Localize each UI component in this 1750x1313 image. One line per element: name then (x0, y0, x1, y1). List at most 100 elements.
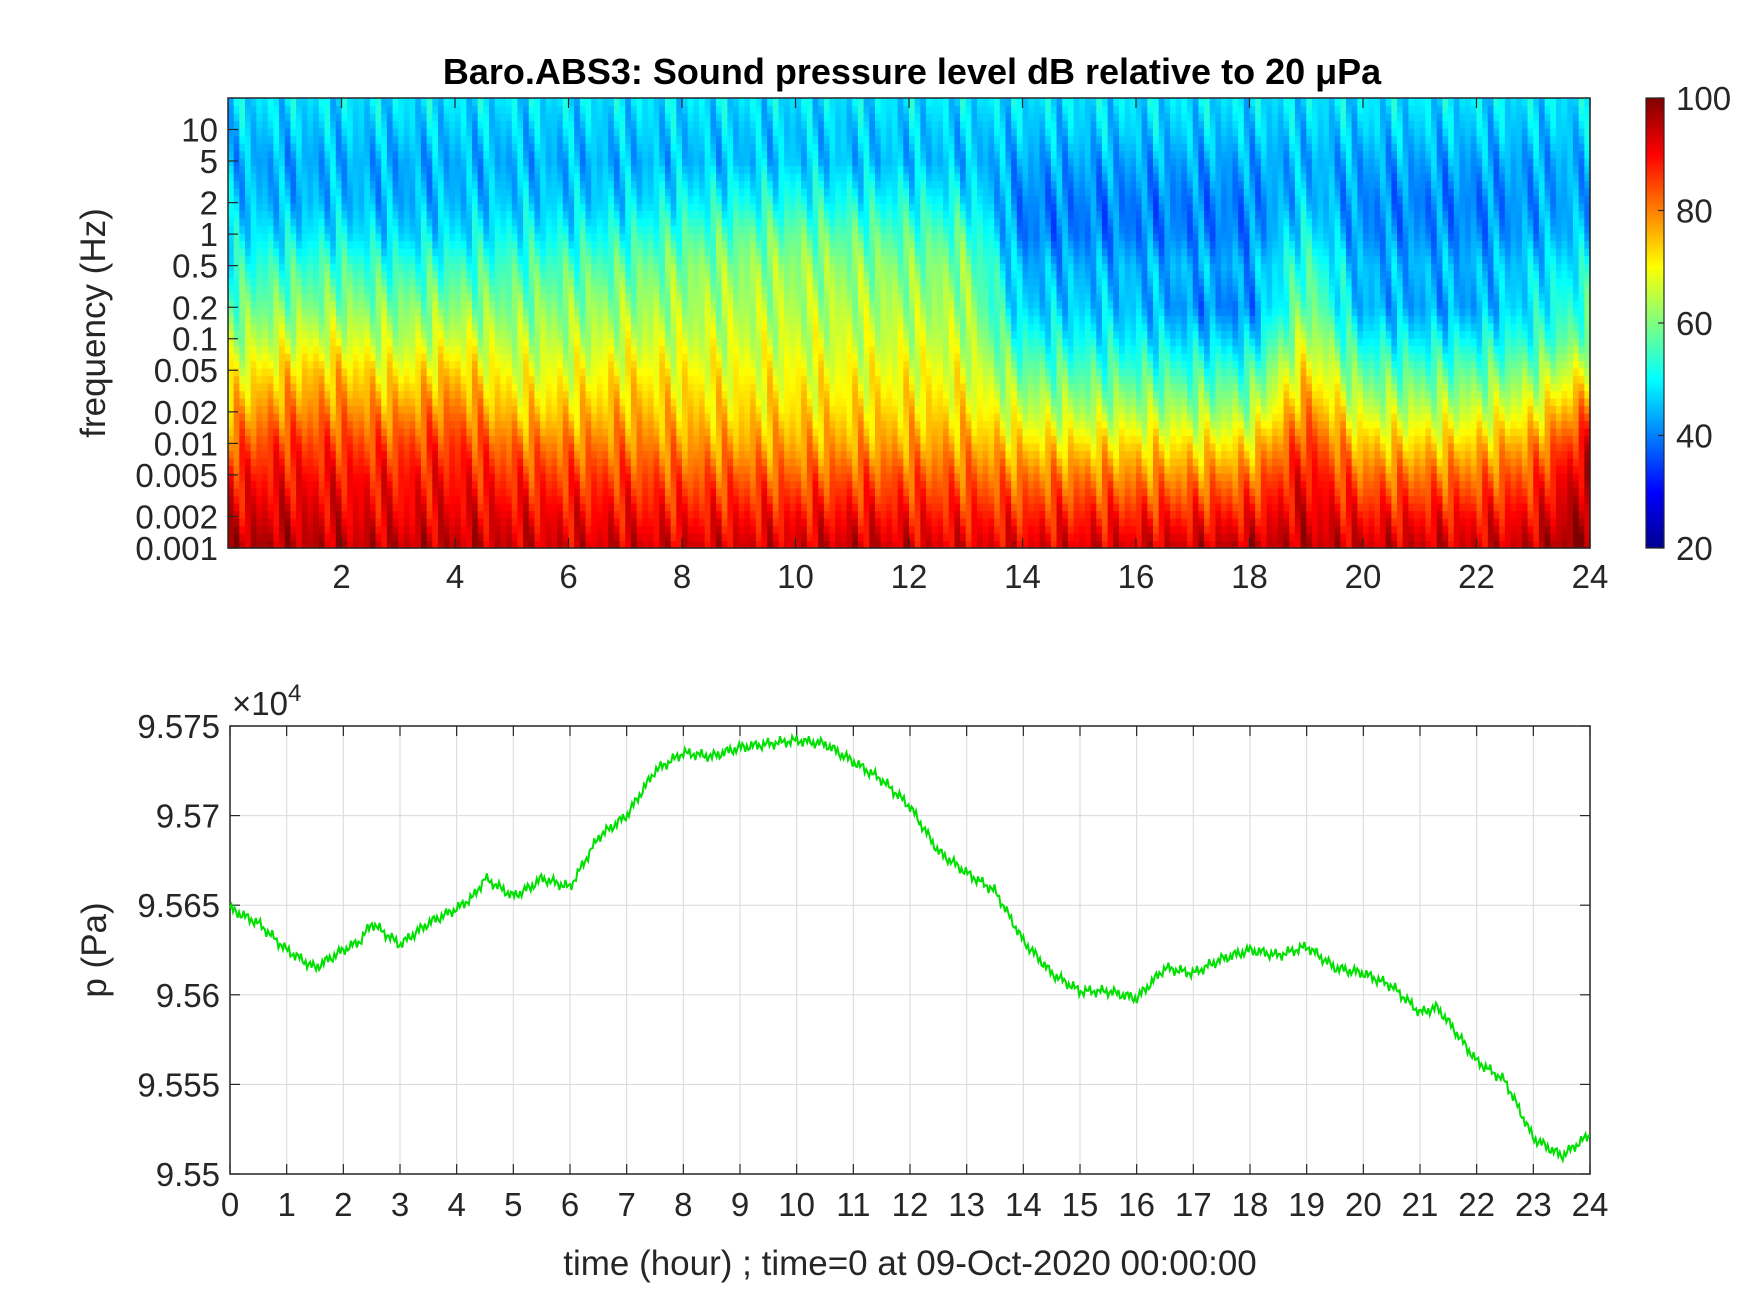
heatmap-cell (523, 450, 530, 459)
heatmap-cell (381, 188, 388, 197)
heatmap-cell (506, 480, 513, 489)
heatmap-cell (256, 210, 263, 219)
heatmap-cell (630, 420, 638, 429)
heatmap-cell (318, 225, 326, 234)
heatmap-cell (392, 248, 399, 257)
heatmap-cell (262, 450, 269, 459)
heatmap-cell (489, 128, 496, 137)
heatmap-cell (494, 150, 501, 159)
heatmap-cell (301, 323, 309, 332)
heatmap-cell (426, 105, 433, 114)
heatmap-cell (528, 495, 536, 504)
heatmap-cell (267, 278, 274, 287)
heatmap-cell (347, 143, 354, 152)
heatmap-cell (324, 383, 331, 392)
heatmap-cell (341, 540, 348, 549)
heatmap-cell (341, 525, 348, 534)
heatmap-cell (426, 525, 433, 534)
heatmap-cell (279, 233, 286, 242)
heatmap-cell (398, 233, 405, 242)
heatmap-cell (472, 315, 479, 324)
heatmap-cell (534, 510, 541, 519)
heatmap-cell (682, 173, 689, 182)
heatmap-cell (228, 248, 235, 257)
heatmap-cell (619, 435, 626, 444)
heatmap-cell (551, 165, 558, 174)
heatmap-cell (585, 368, 592, 377)
heatmap-cell (273, 495, 280, 504)
heatmap-cell (262, 473, 269, 482)
heatmap-cell (483, 525, 490, 534)
heatmap-cell (403, 210, 411, 219)
heatmap-cell (483, 300, 490, 309)
heatmap-cell (301, 165, 309, 174)
heatmap-cell (420, 405, 428, 414)
heatmap-cell (489, 323, 496, 332)
heatmap-cell (647, 203, 655, 212)
heatmap-cell (364, 450, 371, 459)
heatmap-cell (642, 165, 649, 174)
heatmap-cell (386, 435, 394, 444)
heatmap-cell (420, 278, 428, 287)
heatmap-cell (455, 450, 462, 459)
heatmap-cell (591, 120, 598, 129)
heatmap-cell (250, 383, 257, 392)
heatmap-cell (398, 435, 405, 444)
heatmap-cell (625, 300, 632, 309)
heatmap-cell (449, 518, 456, 527)
heatmap-cell (381, 435, 388, 444)
heatmap-cell (245, 435, 252, 444)
heatmap-cell (330, 518, 337, 527)
heatmap-cell (262, 218, 269, 227)
heatmap-cell (647, 488, 655, 497)
heatmap-cell (574, 345, 581, 354)
heatmap-cell (284, 345, 292, 354)
heatmap-cell (506, 218, 513, 227)
heatmap-cell (608, 158, 615, 167)
heatmap-cell (602, 458, 609, 467)
heatmap-cell (403, 195, 411, 204)
heatmap-cell (420, 338, 428, 347)
heatmap-cell (267, 405, 274, 414)
heatmap-cell (245, 188, 252, 197)
heatmap-cell (256, 398, 263, 407)
heatmap-cell (245, 225, 252, 234)
heatmap-cell (426, 218, 433, 227)
heatmap-cell (267, 330, 274, 339)
heatmap-cell (307, 240, 314, 249)
heatmap-cell (290, 480, 297, 489)
heatmap-cell (460, 180, 467, 189)
heatmap-cell (455, 443, 462, 452)
heatmap-cell (511, 315, 519, 324)
heatmap-cell (256, 518, 263, 527)
heatmap-cell (642, 180, 649, 189)
heatmap-cell (636, 480, 643, 489)
heatmap-cell (687, 473, 694, 482)
heatmap-cell (630, 315, 638, 324)
heatmap-cell (630, 263, 638, 272)
heatmap-cell (659, 180, 666, 189)
heatmap-cell (625, 413, 632, 422)
heatmap-cell (460, 240, 467, 249)
heatmap-cell (273, 218, 280, 227)
heatmap-cell (545, 428, 553, 437)
heatmap-cell (358, 345, 365, 354)
heatmap-cell (432, 458, 439, 467)
heatmap-cell (659, 293, 666, 302)
heatmap-cell (523, 293, 530, 302)
heatmap-cell (324, 368, 331, 377)
heatmap-cell (483, 210, 490, 219)
heatmap-cell (676, 105, 683, 114)
heatmap-cell (415, 488, 422, 497)
heatmap-cell (687, 158, 694, 167)
heatmap-cell (403, 233, 411, 242)
heatmap-cell (585, 105, 592, 114)
heatmap-cell (318, 375, 326, 384)
heatmap-cell (562, 533, 570, 542)
heatmap-cell (579, 135, 587, 144)
heatmap-cell (443, 203, 450, 212)
heatmap-cell (267, 473, 274, 482)
heatmap-cell (551, 143, 558, 152)
heatmap-cell (313, 203, 320, 212)
heatmap-cell (676, 518, 683, 527)
